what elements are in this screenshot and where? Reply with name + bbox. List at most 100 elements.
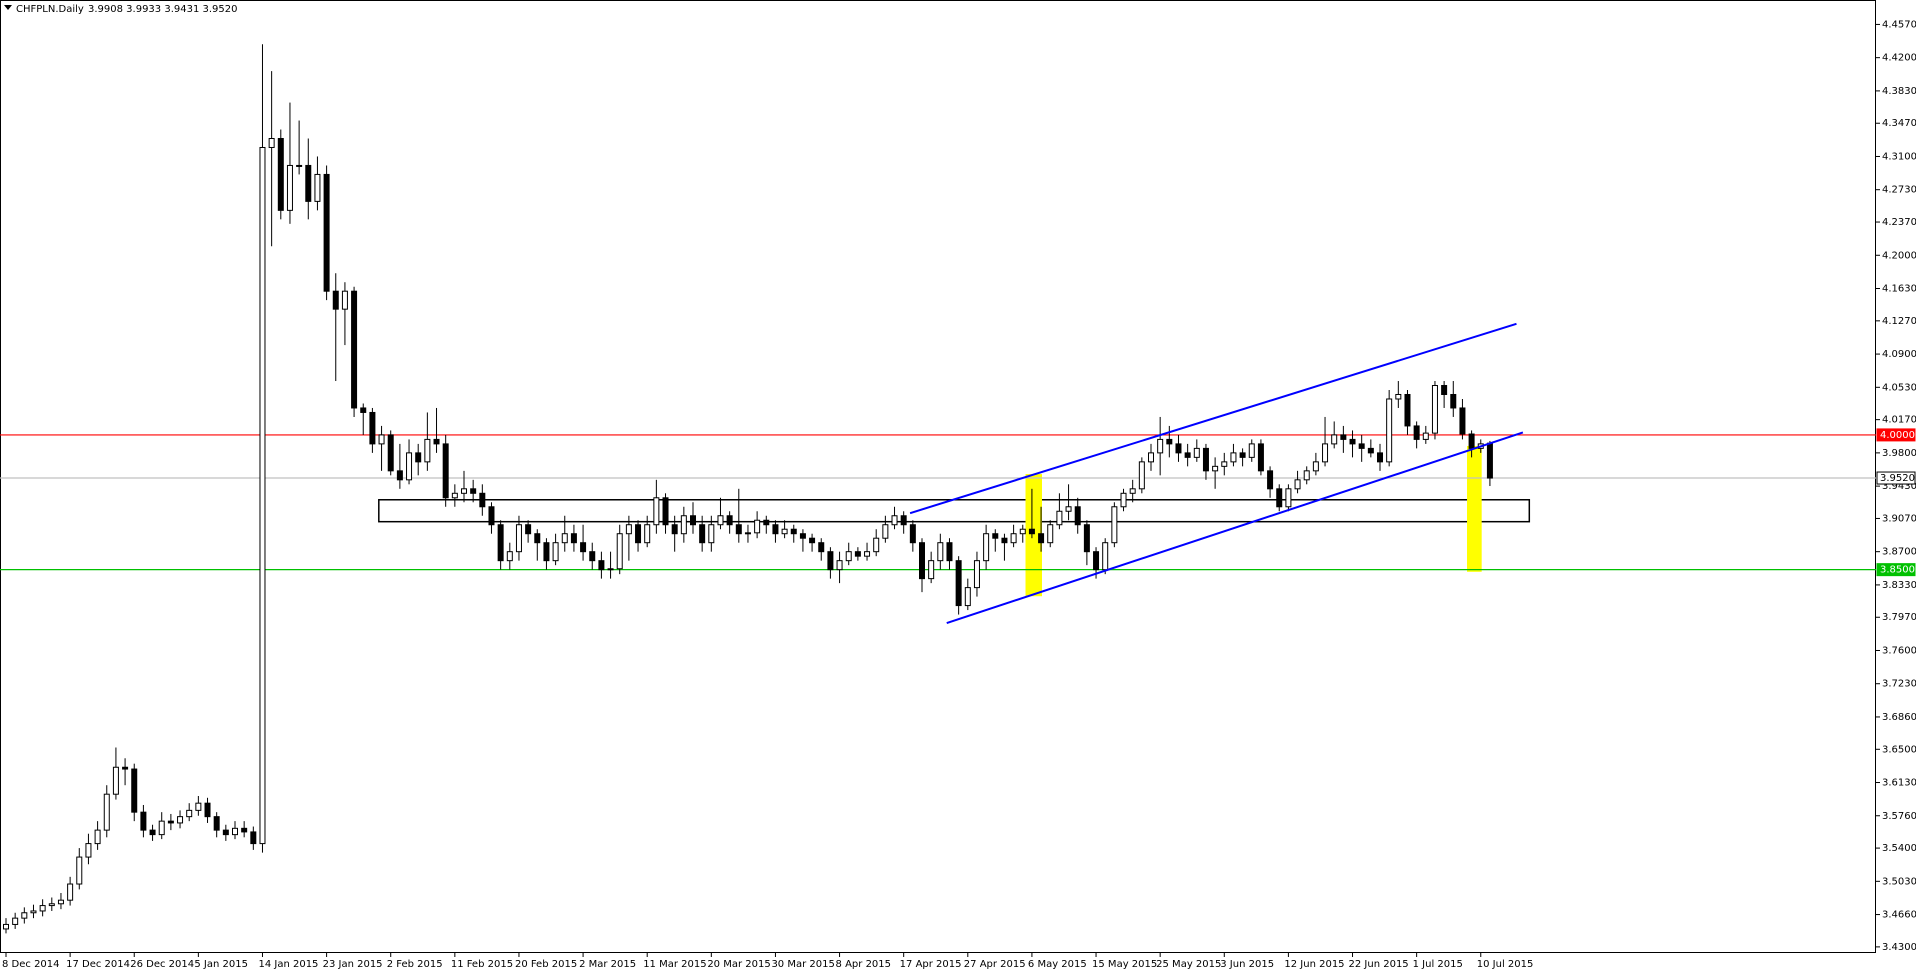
- y-tick-label: 3.7970: [1882, 612, 1916, 623]
- candle-body: [360, 407, 367, 413]
- candle-body: [1413, 425, 1420, 440]
- y-tick-label: 4.2370: [1882, 217, 1916, 228]
- x-tick-label: 25 May 2015: [1156, 959, 1221, 970]
- candle-body: [149, 829, 156, 836]
- y-tick-label: 4.0900: [1882, 349, 1916, 360]
- candle-body: [534, 533, 541, 544]
- candle-body: [415, 452, 422, 463]
- candle-body: [937, 542, 944, 562]
- candle-body: [919, 542, 925, 580]
- candle-body: [1358, 443, 1365, 449]
- candle-body: [973, 560, 980, 589]
- candle-body: [286, 164, 293, 211]
- candle-body: [1230, 452, 1237, 463]
- candle-body: [442, 443, 449, 499]
- candle-body: [1202, 447, 1209, 472]
- y-tick-label: 4.0170: [1882, 415, 1916, 426]
- candle-body: [131, 768, 138, 813]
- candle-body: [1093, 551, 1100, 571]
- candle-body: [1193, 447, 1200, 458]
- candle-body: [332, 290, 339, 310]
- candle-body: [213, 816, 220, 831]
- candle-body: [1404, 393, 1411, 427]
- y-tick-label: 3.5400: [1882, 843, 1916, 854]
- candle-body: [1395, 393, 1402, 400]
- candle-body: [1450, 393, 1457, 409]
- x-tick-label: 30 Mar 2015: [771, 959, 834, 970]
- candle-body: [85, 843, 92, 858]
- x-tick-label: 20 Feb 2015: [515, 959, 577, 970]
- candle-body: [1312, 461, 1319, 472]
- candle-body: [424, 438, 431, 463]
- candle-body: [195, 802, 202, 811]
- candle-body: [351, 290, 358, 409]
- candle-body: [1074, 506, 1081, 526]
- candle-body: [1285, 488, 1292, 508]
- candle-body: [964, 587, 971, 607]
- candle-body: [827, 551, 834, 571]
- candle-body: [1166, 438, 1173, 445]
- x-tick-label: 22 Jun 2015: [1349, 959, 1409, 970]
- x-tick-label: 3 Jun 2015: [1220, 959, 1274, 970]
- candle-body: [177, 816, 184, 824]
- level-tag: [1876, 471, 1916, 485]
- x-tick-label: 11 Feb 2015: [451, 959, 513, 970]
- x-tick-label: 17 Apr 2015: [900, 959, 962, 970]
- candle-body: [204, 802, 211, 818]
- y-tick-label: 3.9430: [1882, 481, 1916, 492]
- candle-body: [1340, 434, 1347, 440]
- level-tag-label: 4.0000: [1880, 430, 1915, 441]
- candle-body: [873, 537, 880, 553]
- candle-body: [232, 827, 238, 836]
- y-tick-label: 3.5030: [1882, 876, 1916, 887]
- candle-body: [1038, 533, 1045, 544]
- candle-body: [406, 452, 413, 481]
- candle-body: [1386, 398, 1393, 463]
- candle-body: [1138, 461, 1145, 490]
- candle-body: [525, 524, 532, 535]
- menu-arrow[interactable]: [4, 5, 12, 10]
- candle-body: [983, 533, 990, 562]
- candle-body: [570, 533, 577, 544]
- x-tick-label: 10 Jul 2015: [1477, 959, 1534, 970]
- candle-body: [314, 173, 321, 202]
- candle-body: [653, 497, 660, 526]
- candle-body: [122, 766, 129, 770]
- x-tick-label: 5 Jan 2015: [194, 959, 248, 970]
- y-tick-label: 3.6860: [1882, 712, 1916, 723]
- candle-body: [561, 533, 568, 544]
- candle-body: [1120, 492, 1127, 508]
- x-tick-label: 14 Jan 2015: [258, 959, 318, 970]
- candle-body: [57, 899, 64, 905]
- y-tick-label: 3.8330: [1882, 580, 1916, 591]
- candle-body: [1276, 488, 1283, 508]
- candle-body: [1148, 452, 1154, 463]
- candle-body: [268, 138, 275, 148]
- level-tag-label: 3.9520: [1880, 473, 1915, 484]
- candle-body: [589, 551, 596, 562]
- candle-body: [1184, 452, 1191, 458]
- candle-body: [1047, 524, 1054, 544]
- candle-body: [1239, 452, 1246, 458]
- candle-body: [754, 519, 761, 534]
- candle-body: [259, 146, 266, 845]
- candle-body: [67, 883, 74, 901]
- y-tick-label: 4.0530: [1882, 382, 1916, 393]
- candle-body: [1322, 443, 1329, 463]
- candle-body: [1377, 452, 1383, 463]
- chart-layer: 4.4570 4.4200 4.3830 4.3470 4.3100 4.2730 4.23…: [0, 19, 1916, 970]
- candle-body: [1175, 443, 1182, 454]
- candle-body: [396, 470, 403, 481]
- candle-body: [103, 793, 110, 831]
- candle-body: [222, 829, 229, 836]
- candle-body: [1468, 433, 1475, 449]
- x-tick-label: 20 Mar 2015: [707, 959, 770, 970]
- candle-body: [241, 827, 248, 833]
- level-tag-label: 3.8500: [1880, 565, 1915, 576]
- candle-body: [479, 492, 486, 508]
- candle-body: [1111, 506, 1118, 544]
- candle-body: [21, 912, 28, 919]
- level-tag: [1876, 563, 1916, 577]
- candle-body: [607, 568, 614, 571]
